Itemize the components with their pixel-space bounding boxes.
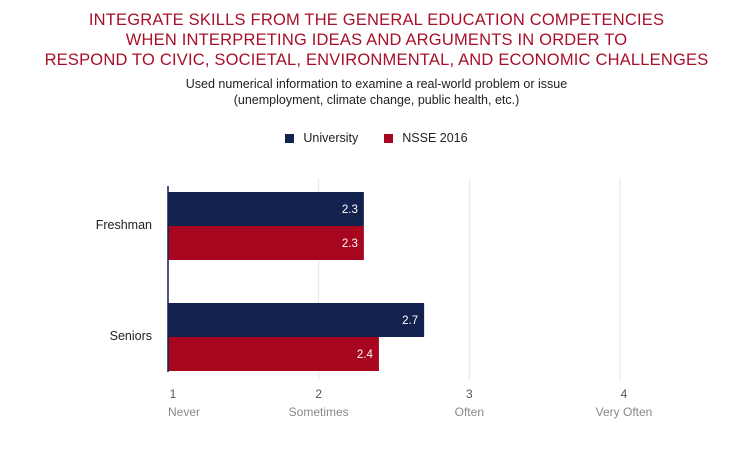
- x-tick-sublabel-3: Often: [455, 405, 484, 419]
- data-label-seniors-nsse: 2.4: [357, 349, 374, 361]
- legend-label-nsse: NSSE 2016: [402, 131, 468, 145]
- data-label-freshman-university: 2.3: [342, 204, 358, 216]
- x-tick-label-1: 1: [170, 387, 177, 401]
- legend-item-nsse: NSSE 2016: [384, 131, 468, 145]
- category-label-seniors: Seniors: [110, 329, 152, 343]
- bar-seniors-university: [168, 303, 425, 337]
- subtitle-line-1: Used numerical information to examine a …: [185, 77, 568, 91]
- chart-title: INTEGRATE SKILLS FROM THE GENERAL EDUCAT…: [0, 10, 753, 70]
- bar-freshman-nsse: [168, 226, 364, 260]
- x-tick-label-2: 2: [315, 387, 322, 401]
- subtitle-line-2: (unemployment, climate change, public he…: [233, 93, 520, 107]
- title-line-2: WHEN INTERPRETING IDEAS AND ARGUMENTS IN…: [125, 31, 628, 49]
- x-tick-sublabel-2: Sometimes: [289, 405, 349, 419]
- title-line-3: RESPOND TO CIVIC, SOCIETAL, ENVIRONMENTA…: [44, 51, 709, 69]
- x-tick-label-3: 3: [466, 387, 473, 401]
- x-tick-sublabel-1: Never: [168, 405, 200, 419]
- legend-swatch-university: [285, 133, 295, 143]
- title-line-1: INTEGRATE SKILLS FROM THE GENERAL EDUCAT…: [88, 11, 665, 29]
- data-label-seniors-university: 2.7: [402, 315, 418, 327]
- bar-seniors-nsse: [168, 337, 379, 371]
- data-label-freshman-nsse: 2.3: [342, 238, 358, 250]
- x-tick-label-4: 4: [621, 387, 628, 401]
- bar-freshman-university: [168, 192, 364, 226]
- legend-item-university: University: [285, 131, 358, 145]
- category-label-freshman: Freshman: [96, 218, 152, 232]
- x-tick-sublabel-4: Very Often: [596, 405, 653, 419]
- legend-swatch-nsse: [384, 133, 394, 143]
- legend-label-university: University: [303, 131, 359, 145]
- chart-legend: University NSSE 2016: [0, 131, 753, 145]
- chart-subtitle: Used numerical information to examine a …: [0, 76, 753, 108]
